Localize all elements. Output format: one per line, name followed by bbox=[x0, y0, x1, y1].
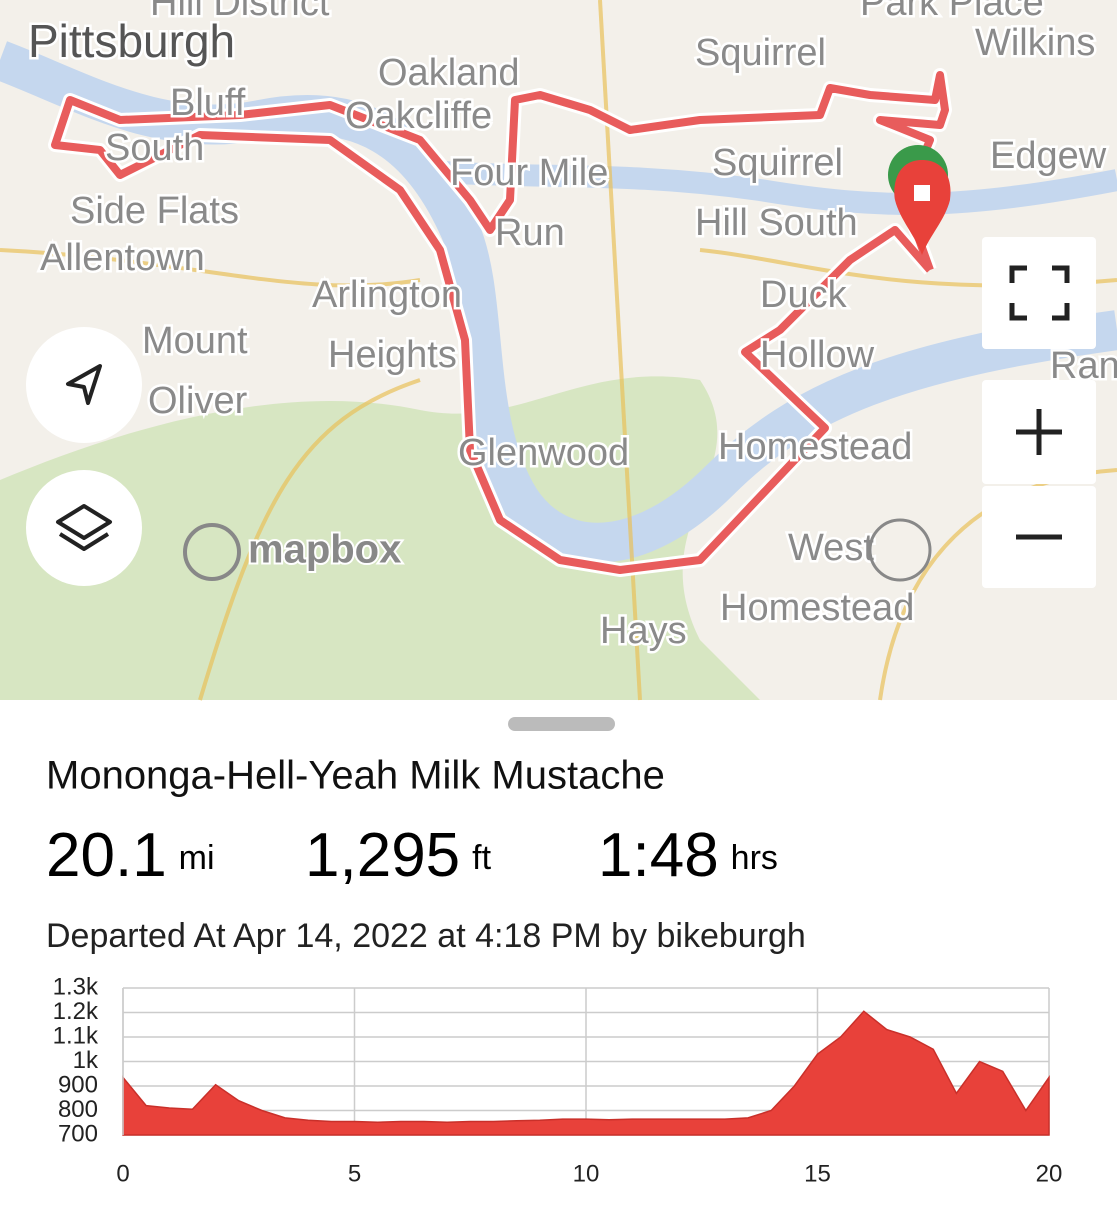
end-marker-icon bbox=[914, 185, 930, 201]
y-tick-label: 700 bbox=[58, 1120, 98, 1147]
river bbox=[0, 41, 1117, 563]
y-tick-label: 800 bbox=[58, 1096, 98, 1123]
elevation-area bbox=[122, 1010, 1050, 1136]
ride-title: Mononga-Hell-Yeah Milk Mustache bbox=[46, 754, 665, 798]
map-label: Hollow bbox=[760, 334, 875, 376]
map-label: Homestead bbox=[718, 426, 912, 468]
mapbox-attribution[interactable]: mapbox bbox=[246, 526, 403, 574]
map-label: Hays bbox=[600, 610, 687, 652]
ride-stat: 20.1 mi bbox=[46, 821, 215, 890]
river bbox=[418, 159, 1117, 215]
stat-value: 1,295 bbox=[305, 821, 460, 890]
x-tick-label: 15 bbox=[804, 1160, 831, 1187]
layers-icon bbox=[56, 504, 112, 551]
y-tick-label: 1k bbox=[73, 1047, 99, 1074]
map-label: Oakland bbox=[378, 52, 520, 94]
map-label: West bbox=[788, 527, 874, 569]
map-label: Pittsburgh bbox=[28, 15, 235, 67]
map-label: Duck bbox=[760, 274, 848, 316]
map-label: Arlington bbox=[312, 274, 462, 316]
map-label: Oakcliffe bbox=[345, 95, 492, 137]
map-label: Run bbox=[495, 212, 565, 254]
x-tick-label: 0 bbox=[116, 1160, 129, 1187]
map-label: Hill South bbox=[695, 202, 858, 244]
stat-unit: hrs bbox=[731, 839, 778, 877]
map-label: Homestead bbox=[720, 587, 914, 629]
map-label: Squirrel bbox=[712, 142, 843, 184]
map-label: South bbox=[105, 127, 204, 169]
y-tick-label: 1.1k bbox=[53, 1022, 99, 1049]
map-label: Four Mile bbox=[450, 152, 608, 194]
map-label: Edgew bbox=[990, 135, 1107, 177]
fullscreen-icon bbox=[1009, 265, 1070, 321]
ride-stat: 1,295 ft bbox=[305, 821, 492, 890]
drag-handle[interactable] bbox=[508, 717, 615, 731]
y-tick-label: 900 bbox=[58, 1071, 98, 1098]
fullscreen-button[interactable] bbox=[982, 237, 1096, 349]
layers-button[interactable] bbox=[26, 470, 142, 586]
map-label: Wilkins bbox=[975, 22, 1095, 64]
end-marker bbox=[894, 160, 951, 255]
stat-unit: ft bbox=[472, 839, 491, 877]
map-label: Mount bbox=[142, 320, 248, 362]
x-tick-label: 5 bbox=[348, 1160, 361, 1187]
locate-icon bbox=[66, 364, 102, 405]
zoom-in-icon bbox=[1016, 409, 1062, 455]
map-labels: Hill District Pittsburgh Park Place Wilk… bbox=[26, 0, 1117, 655]
y-tick-label: 1.2k bbox=[53, 998, 99, 1025]
ride-stat: 1:48 hrs bbox=[598, 821, 778, 890]
map-label: Allentown bbox=[40, 237, 205, 279]
map-label: Glenwood bbox=[458, 432, 629, 474]
x-tick-label: 10 bbox=[573, 1160, 600, 1187]
map-label: Park Place bbox=[860, 0, 1044, 24]
map: Hill District Pittsburgh Park Place Wilk… bbox=[0, 0, 1117, 701]
map-label: Oliver bbox=[148, 380, 248, 422]
map-label: Squirrel bbox=[695, 32, 826, 74]
stat-value: 20.1 bbox=[46, 821, 167, 890]
map-label: Bluff bbox=[170, 82, 246, 124]
park bbox=[0, 376, 760, 700]
y-tick-label: 1.3k bbox=[53, 973, 99, 1000]
route bbox=[51, 71, 949, 574]
map-label: Heights bbox=[328, 334, 457, 376]
x-tick-label: 20 bbox=[1036, 1160, 1063, 1187]
departed-info: Departed At Apr 14, 2022 at 4:18 PM by b… bbox=[46, 917, 806, 955]
stat-value: 1:48 bbox=[598, 821, 719, 890]
info-button[interactable] bbox=[868, 518, 932, 582]
map-label: Side Flats bbox=[70, 190, 239, 232]
stat-unit: mi bbox=[179, 839, 215, 877]
map-label: Hill District bbox=[150, 0, 330, 24]
mapbox-logo bbox=[183, 523, 241, 581]
